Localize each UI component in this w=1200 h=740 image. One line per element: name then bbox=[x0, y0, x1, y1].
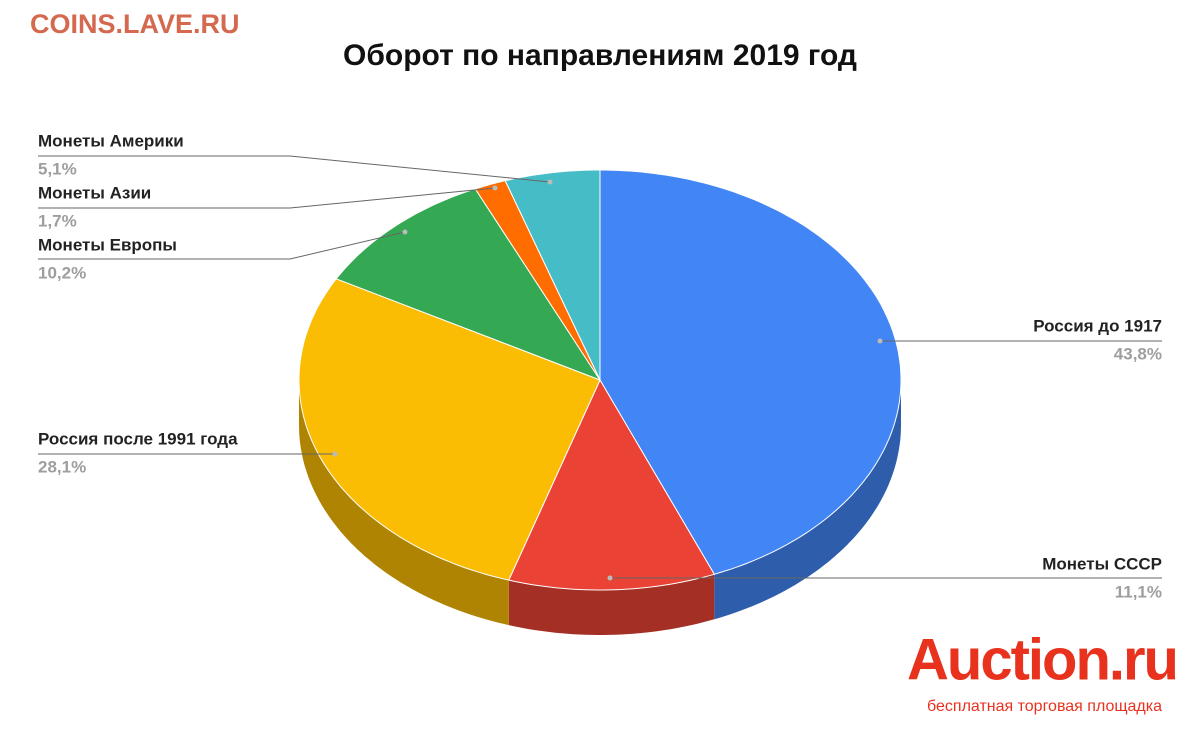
leader-dot bbox=[607, 575, 613, 581]
slice-label: Монеты Америки bbox=[38, 131, 184, 150]
leader-dot bbox=[332, 451, 338, 457]
pie-tops bbox=[298, 169, 902, 591]
slice-label: Монеты СССР bbox=[1042, 554, 1162, 573]
slice-value-label: 5,1% bbox=[38, 159, 77, 178]
pie-sides bbox=[299, 380, 901, 635]
slice-label: Россия до 1917 bbox=[1033, 316, 1162, 335]
slice-label: Россия после 1991 года bbox=[38, 429, 238, 448]
slice bbox=[504, 169, 601, 381]
watermark: COINS.LAVE.RU bbox=[30, 9, 240, 39]
leader-line bbox=[38, 155, 551, 183]
leader-dot bbox=[492, 185, 498, 191]
slice-label: Монеты Азии bbox=[38, 183, 151, 202]
leader-line bbox=[38, 231, 406, 260]
slice bbox=[508, 378, 716, 591]
slice-value-label: 43,8% bbox=[1114, 344, 1162, 363]
logo-tagline: бесплатная торговая площадка bbox=[927, 698, 1162, 715]
labels: Россия до 1917 43,8% Монеты СССР 11,1% Росси… bbox=[38, 131, 1162, 601]
leader-dot bbox=[877, 338, 883, 344]
slice-value-label: 28,1% bbox=[38, 457, 86, 476]
slice bbox=[335, 188, 602, 382]
slice bbox=[474, 180, 601, 381]
leader-line bbox=[38, 187, 496, 209]
slice-value-label: 1,7% bbox=[38, 211, 77, 230]
slice-value-label: 11,1% bbox=[1115, 582, 1162, 601]
slice-side bbox=[508, 574, 715, 635]
leader-dot bbox=[402, 229, 408, 235]
slice-label: Монеты Европы bbox=[38, 235, 177, 254]
slice bbox=[298, 278, 601, 581]
logo: Auction.ru bbox=[907, 627, 1177, 692]
slice-side bbox=[299, 380, 509, 626]
slice-value-label: 10,2% bbox=[38, 263, 86, 282]
slice-side bbox=[714, 380, 901, 620]
leader-dot bbox=[547, 179, 553, 185]
chart-title: Оборот по направлениям 2019 год bbox=[343, 39, 857, 72]
slice bbox=[599, 169, 902, 575]
